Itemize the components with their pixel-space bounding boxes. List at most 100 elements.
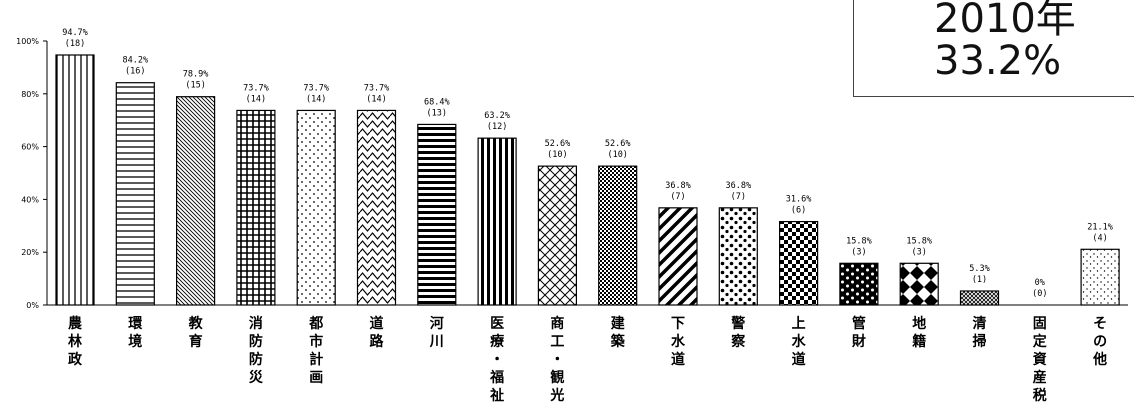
y-tick-label: 60% bbox=[21, 143, 39, 152]
value-label: 5.3% bbox=[969, 264, 989, 274]
bars bbox=[55, 54, 1120, 306]
category-label: 固 bbox=[1033, 316, 1047, 332]
value-label: 73.7% bbox=[364, 83, 390, 93]
value-label: 63.2% bbox=[484, 111, 510, 121]
category-label: 管 bbox=[852, 315, 866, 332]
category-label: 消 bbox=[249, 315, 263, 332]
count-label: (0) bbox=[1032, 289, 1047, 299]
count-label: (16) bbox=[125, 67, 145, 77]
y-axis: 0% 20% 40% 60% 80% 100% bbox=[16, 37, 1128, 310]
y-tick-label: 20% bbox=[21, 248, 39, 257]
bar bbox=[176, 96, 216, 306]
bar bbox=[658, 207, 698, 306]
value-label: 68.4% bbox=[424, 97, 450, 107]
category-label: 工 bbox=[550, 334, 564, 350]
category-label: 画 bbox=[309, 370, 323, 386]
category-label: 建 bbox=[611, 315, 625, 332]
inset-year: 2010年 bbox=[934, 0, 1076, 42]
count-label: (6) bbox=[791, 206, 806, 216]
category-label: 政 bbox=[68, 351, 83, 368]
category-label: 医 bbox=[490, 316, 504, 332]
count-label: (7) bbox=[731, 192, 746, 202]
labels: 94.7%(18)農林政84.2%(16)環境78.9%(15)教育73.7%(… bbox=[62, 28, 1113, 404]
inset-rate: 33.2% bbox=[934, 38, 1062, 84]
value-label: 52.6% bbox=[605, 139, 631, 149]
category-label: 下 bbox=[671, 316, 685, 332]
y-tick-label: 100% bbox=[16, 37, 39, 46]
bar bbox=[598, 165, 638, 306]
category-label: 療 bbox=[490, 333, 505, 350]
year-rate-box: 2010年 33.2% bbox=[853, 0, 1134, 97]
category-label: 川 bbox=[429, 334, 444, 350]
bar bbox=[296, 109, 336, 306]
category-label: 地 bbox=[912, 315, 926, 332]
category-label: 水 bbox=[792, 333, 807, 350]
bar bbox=[1080, 248, 1120, 306]
category-label: 林 bbox=[68, 333, 82, 350]
value-label: 78.9% bbox=[183, 70, 209, 80]
value-label: 84.2% bbox=[123, 56, 149, 66]
bar bbox=[236, 109, 276, 306]
category-label: 育 bbox=[189, 333, 203, 350]
category-label: 観 bbox=[550, 369, 564, 386]
count-label: (10) bbox=[547, 150, 567, 160]
value-label: 36.8% bbox=[665, 181, 691, 191]
category-label: そ bbox=[1093, 316, 1107, 332]
category-label: 道 bbox=[370, 315, 384, 332]
category-label: 道 bbox=[671, 351, 685, 368]
category-label: 農 bbox=[68, 315, 82, 332]
category-label: 防 bbox=[249, 351, 263, 368]
count-label: (1) bbox=[972, 275, 987, 285]
category-label: ・ bbox=[550, 352, 564, 368]
category-label: 籍 bbox=[912, 333, 926, 350]
count-label: (7) bbox=[670, 192, 685, 202]
value-label: 15.8% bbox=[906, 236, 932, 246]
bar bbox=[839, 262, 879, 306]
category-label: 資 bbox=[1033, 351, 1047, 368]
count-label: (3) bbox=[851, 247, 866, 257]
bar bbox=[718, 207, 758, 306]
category-label: 防 bbox=[249, 333, 263, 350]
category-label: 財 bbox=[851, 333, 866, 350]
bar bbox=[115, 82, 155, 306]
count-label: (4) bbox=[1092, 233, 1107, 243]
category-label: ・ bbox=[490, 352, 504, 368]
category-label: 清 bbox=[973, 315, 987, 332]
value-label: 73.7% bbox=[243, 83, 269, 93]
category-label: 市 bbox=[309, 333, 323, 350]
count-label: (10) bbox=[607, 150, 627, 160]
category-label: 環 bbox=[128, 316, 143, 332]
y-tick-label: 80% bbox=[21, 90, 39, 99]
count-label: (15) bbox=[185, 81, 205, 91]
category-label: の bbox=[1093, 334, 1107, 350]
value-label: 36.8% bbox=[726, 181, 752, 191]
value-label: 73.7% bbox=[303, 83, 329, 93]
count-label: (3) bbox=[912, 247, 927, 257]
category-label: 他 bbox=[1092, 351, 1107, 368]
value-label: 31.6% bbox=[786, 195, 812, 205]
category-label: 河 bbox=[430, 315, 444, 332]
count-label: (12) bbox=[487, 122, 507, 132]
bar bbox=[959, 290, 1000, 306]
value-label: 52.6% bbox=[545, 139, 571, 149]
category-label: 税 bbox=[1033, 387, 1047, 404]
value-label: 21.1% bbox=[1087, 222, 1113, 232]
category-label: 上 bbox=[792, 316, 806, 332]
category-label: 都 bbox=[308, 316, 323, 332]
bar bbox=[55, 54, 95, 306]
bar bbox=[537, 165, 578, 306]
category-label: 察 bbox=[731, 333, 746, 350]
category-label: 築 bbox=[610, 333, 626, 350]
category-label: 教 bbox=[189, 315, 204, 332]
count-label: (13) bbox=[427, 108, 447, 118]
category-label: 商 bbox=[550, 315, 564, 332]
category-label: 境 bbox=[128, 333, 142, 350]
category-label: 計 bbox=[309, 351, 323, 368]
value-label: 15.8% bbox=[846, 236, 872, 246]
count-label: (14) bbox=[306, 94, 326, 104]
count-label: (14) bbox=[366, 94, 386, 104]
category-label: 定 bbox=[1033, 333, 1047, 350]
y-tick-label: 0% bbox=[26, 301, 39, 310]
count-label: (14) bbox=[246, 94, 266, 104]
